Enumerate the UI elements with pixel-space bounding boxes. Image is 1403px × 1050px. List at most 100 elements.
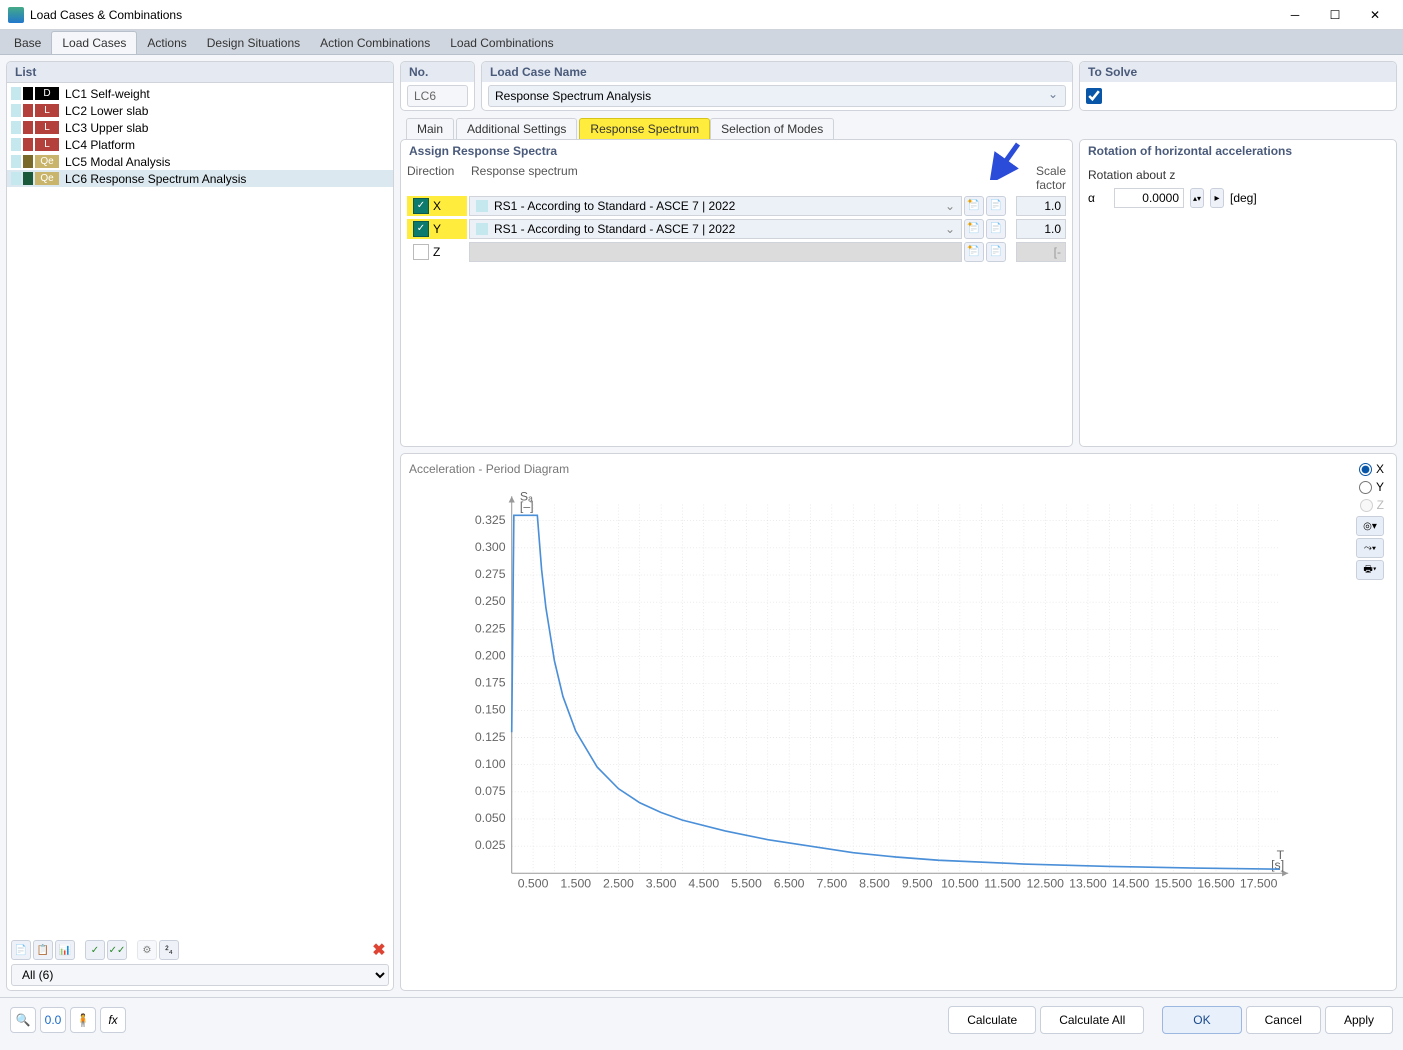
svg-text:[–]: [–] <box>520 500 534 514</box>
copy-icon[interactable]: 📋 <box>33 940 53 960</box>
number-icon[interactable]: ²₄ <box>159 940 179 960</box>
svg-text:13.500: 13.500 <box>1069 877 1107 891</box>
list-item[interactable]: QeLC5 Modal Analysis <box>7 153 393 170</box>
load-case-list: DLC1 Self-weightLLC2 Lower slabLLC3 Uppe… <box>7 83 393 936</box>
top-tab-action-combinations[interactable]: Action Combinations <box>310 32 440 54</box>
spectrum-select[interactable]: RS1 - According to Standard - ASCE 7 | 2… <box>469 219 962 239</box>
scale-input[interactable] <box>1016 196 1066 216</box>
svg-text:5.500: 5.500 <box>731 877 762 891</box>
svg-text:14.500: 14.500 <box>1112 877 1150 891</box>
no-label: No. <box>401 62 474 82</box>
direction-label: Y <box>433 222 441 236</box>
spectrum-select[interactable] <box>469 242 962 262</box>
top-tab-base[interactable]: Base <box>4 32 51 54</box>
list-item[interactable]: DLC1 Self-weight <box>7 85 393 102</box>
edit-spectrum-icon[interactable]: 📄 <box>986 242 1006 262</box>
maximize-button[interactable]: ☐ <box>1315 1 1355 29</box>
svg-text:0.100: 0.100 <box>475 757 506 771</box>
list-toolbar: 📄 📋 📊 ✓ ✓✓ ⚙ ²₄ ✖ <box>7 936 393 962</box>
top-tab-design-situations[interactable]: Design Situations <box>197 32 310 54</box>
check-all-icon[interactable]: ✓ <box>85 940 105 960</box>
sub-tab-response-spectrum[interactable]: Response Spectrum <box>579 118 710 139</box>
top-tab-actions[interactable]: Actions <box>137 32 196 54</box>
assign-panel: Assign Response Spectra Direction Respon… <box>400 139 1073 447</box>
chart-radio-y[interactable]: Y <box>1356 480 1388 494</box>
svg-text:16.500: 16.500 <box>1197 877 1235 891</box>
app-icon <box>8 7 24 23</box>
chart-curve-icon[interactable]: ⤳▾ <box>1356 538 1384 558</box>
name-field: Load Case Name <box>481 61 1073 111</box>
direction-cell[interactable]: ✓ X <box>407 196 467 216</box>
col-scale: Scale factor <box>1014 164 1066 192</box>
svg-text:11.500: 11.500 <box>984 877 1021 891</box>
new-spectrum-icon[interactable]: ✦📄 <box>964 196 984 216</box>
solve-field: To Solve <box>1079 61 1397 111</box>
rotation-unit: [deg] <box>1230 191 1257 205</box>
direction-checkbox[interactable] <box>413 244 429 260</box>
stepper-icon[interactable]: ▴▾ <box>1190 188 1204 208</box>
person-icon[interactable]: 🧍 <box>70 1007 96 1033</box>
minimize-button[interactable]: ─ <box>1275 1 1315 29</box>
search-icon[interactable]: 🔍 <box>10 1007 36 1033</box>
tool-icon[interactable]: ⚙ <box>137 940 157 960</box>
spectrum-select[interactable]: RS1 - According to Standard - ASCE 7 | 2… <box>469 196 962 216</box>
delete-icon[interactable]: ✖ <box>369 940 389 960</box>
svg-text:1.500: 1.500 <box>560 877 591 891</box>
svg-text:0.125: 0.125 <box>475 730 506 744</box>
list-item[interactable]: LLC2 Lower slab <box>7 102 393 119</box>
direction-checkbox[interactable]: ✓ <box>413 221 429 237</box>
edit-spectrum-icon[interactable]: 📄 <box>986 219 1006 239</box>
sub-tab-additional-settings[interactable]: Additional Settings <box>456 118 577 139</box>
name-input[interactable] <box>488 85 1066 107</box>
svg-text:4.500: 4.500 <box>688 877 719 891</box>
solve-checkbox[interactable] <box>1086 88 1102 104</box>
calculate-all-button[interactable]: Calculate All <box>1040 1006 1144 1034</box>
chart-icon[interactable]: 📊 <box>55 940 75 960</box>
apply-button[interactable]: Apply <box>1325 1006 1393 1034</box>
list-filter-select[interactable]: All (6) <box>11 964 389 986</box>
list-item[interactable]: QeLC6 Response Spectrum Analysis <box>7 170 393 187</box>
svg-text:0.050: 0.050 <box>475 811 506 825</box>
edit-spectrum-icon[interactable]: 📄 <box>986 196 1006 216</box>
no-input[interactable] <box>407 85 468 107</box>
rotation-apply-icon[interactable]: ▸ <box>1210 188 1224 208</box>
chart-radio-x[interactable]: X <box>1356 462 1388 476</box>
svg-text:9.500: 9.500 <box>902 877 933 891</box>
scale-input[interactable] <box>1016 242 1066 262</box>
svg-text:2.500: 2.500 <box>603 877 634 891</box>
top-tab-load-cases[interactable]: Load Cases <box>51 31 137 54</box>
sub-tab-main[interactable]: Main <box>406 118 454 139</box>
top-tab-load-combinations[interactable]: Load Combinations <box>440 32 563 54</box>
name-label: Load Case Name <box>482 62 1072 82</box>
chart-target-icon[interactable]: ◎▾ <box>1356 516 1384 536</box>
direction-checkbox[interactable]: ✓ <box>413 198 429 214</box>
list-item[interactable]: LLC4 Platform <box>7 136 393 153</box>
list-item[interactable]: LLC3 Upper slab <box>7 119 393 136</box>
list-panel: List DLC1 Self-weightLLC2 Lower slabLLC3… <box>6 61 394 991</box>
svg-text:0.225: 0.225 <box>475 621 506 635</box>
direction-cell[interactable]: Z <box>407 242 467 262</box>
chart-panel: Acceleration - Period Diagram 0.0250.050… <box>400 453 1397 991</box>
sub-tab-selection-of-modes[interactable]: Selection of Modes <box>710 118 834 139</box>
chart-print-icon[interactable]: 🖶▾ <box>1356 560 1384 580</box>
direction-cell[interactable]: ✓ Y <box>407 219 467 239</box>
fx-icon[interactable]: fx <box>100 1007 126 1033</box>
new-icon[interactable]: 📄 <box>11 940 31 960</box>
new-spectrum-icon[interactable]: ✦📄 <box>964 242 984 262</box>
scale-input[interactable] <box>1016 219 1066 239</box>
cancel-button[interactable]: Cancel <box>1246 1006 1321 1034</box>
close-button[interactable]: ✕ <box>1355 1 1395 29</box>
svg-text:15.500: 15.500 <box>1155 877 1193 891</box>
titlebar: Load Cases & Combinations ─ ☐ ✕ <box>0 0 1403 30</box>
svg-text:8.500: 8.500 <box>859 877 890 891</box>
ok-button[interactable]: OK <box>1162 1006 1241 1034</box>
svg-text:0.250: 0.250 <box>475 594 506 608</box>
calculate-button[interactable]: Calculate <box>948 1006 1036 1034</box>
direction-label: X <box>433 199 441 213</box>
svg-text:0.025: 0.025 <box>475 838 506 852</box>
uncheck-all-icon[interactable]: ✓✓ <box>107 940 127 960</box>
solve-label: To Solve <box>1080 62 1396 82</box>
units-icon[interactable]: 0.0 <box>40 1007 66 1033</box>
rotation-input[interactable] <box>1114 188 1184 208</box>
new-spectrum-icon[interactable]: ✦📄 <box>964 219 984 239</box>
